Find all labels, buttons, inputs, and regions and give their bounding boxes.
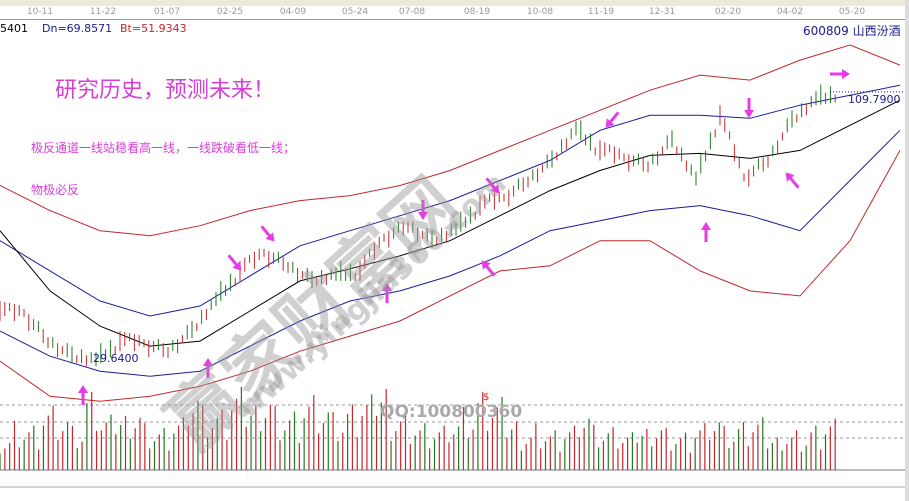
blue-upper-line [0,84,901,317]
up-value: 5401 [0,22,28,35]
high-price-label: 109.7900 [848,93,901,106]
annotation-arrow-icon [481,260,496,277]
annotation-arrow-icon [830,69,850,79]
note-line-2: 物极必反 [31,183,80,197]
qq-text: QQ:100800360 [380,402,523,422]
annotation-arrow-icon [785,172,800,189]
date-tick: 11-22 [89,7,117,17]
dn-value: Dn=69.8571 [42,22,113,35]
note-line-1: 极反通道一线站稳看高一线，一线跌破看低一线； [31,141,296,155]
date-axis: 10-11 11-22 01-07 02-25 04-09 05-24 07-08 08-19… [0,6,905,20]
date-tick: 05-20 [838,7,866,17]
annotation-arrow-icon [260,225,275,242]
annotation-arrow-icon [485,177,500,194]
annotation-arrow-icon [78,385,88,405]
middle-line [0,99,901,347]
date-tick: 02-25 [216,7,244,17]
bt-value: Bt=51.9343 [120,22,187,35]
annotation-arrow-icon [418,200,428,220]
red-lower-line [0,150,901,402]
red-upper-line [0,44,901,237]
date-tick: 10-11 [26,7,54,17]
date-tick: 04-09 [279,7,307,17]
date-tick: 10-08 [526,7,554,17]
annotation-arrow-icon [605,111,620,128]
annotation-arrow-icon [227,254,242,271]
low-price-label: 29.6400 [93,352,139,365]
annotation-arrow-icon [744,98,754,118]
annotation-arrow-icon [203,358,213,378]
headline: 研究历史，预测未来！ [55,78,276,103]
date-tick: 11-19 [587,7,615,17]
date-tick: 05-24 [341,7,369,17]
date-tick: 02-20 [714,7,742,17]
date-tick: 04-02 [776,7,804,17]
date-tick: 01-07 [153,7,181,17]
dollar-marker: $ [483,392,490,403]
annotation-arrow-icon [701,222,711,242]
stock-name: 600809 山西汾酒 [803,24,901,38]
blue-lower-line [0,129,901,377]
scrollbar[interactable] [905,0,909,501]
date-tick: 07-08 [398,7,426,17]
date-tick: 08-19 [463,7,491,17]
annotation-arrow-icon [382,283,392,303]
date-tick: 12-31 [648,7,676,17]
